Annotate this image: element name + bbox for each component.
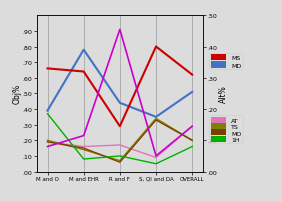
- Y-axis label: Obj%: Obj%: [12, 84, 21, 104]
- Legend: AT, TS, MO, 1H: AT, TS, MO, 1H: [210, 116, 243, 143]
- Y-axis label: Alt%: Alt%: [219, 85, 228, 103]
